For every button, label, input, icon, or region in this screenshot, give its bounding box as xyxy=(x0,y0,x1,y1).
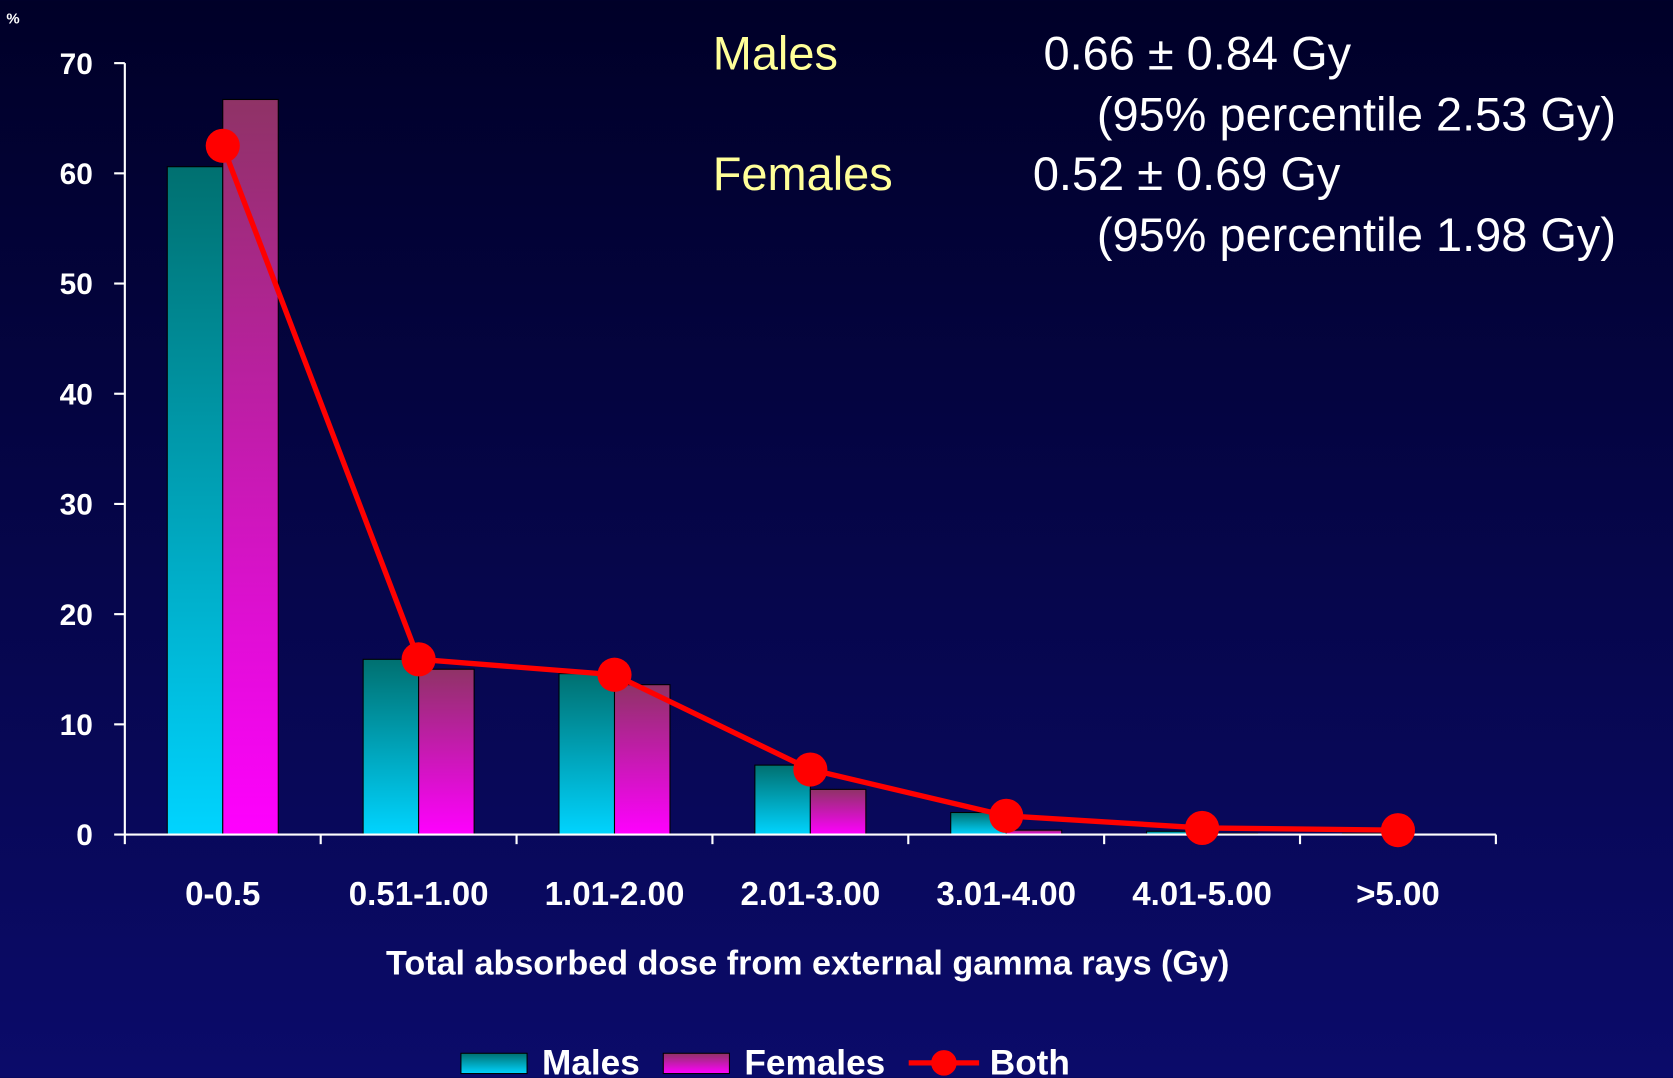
legend-swatch xyxy=(931,1050,957,1076)
bar xyxy=(613,684,671,836)
y-tick-label: 60 xyxy=(60,158,93,191)
annotation-label: Males xyxy=(713,28,838,80)
bar xyxy=(809,788,867,836)
legend-label: Both xyxy=(990,1044,1070,1078)
y-tick-label: 40 xyxy=(60,378,93,411)
legend-item: Males xyxy=(460,1044,640,1078)
legend-swatch xyxy=(460,1052,528,1075)
y-tick-label: 70 xyxy=(60,48,93,81)
x-tick-label: 0-0.5 xyxy=(185,876,260,913)
x-tick-label: 3.01-4.00 xyxy=(936,876,1076,913)
bar xyxy=(558,673,616,836)
x-tick-label: 4.01-5.00 xyxy=(1132,876,1272,913)
bar xyxy=(222,98,279,836)
y-tick-label: 10 xyxy=(60,709,93,742)
bar xyxy=(166,166,224,836)
line-point xyxy=(793,752,828,787)
bar xyxy=(754,764,811,836)
line-point xyxy=(1185,810,1220,846)
annotation-text: 0.52 ± 0.69 Gy xyxy=(1033,148,1341,200)
bar xyxy=(418,668,475,836)
annotation-note: (95% percentile 2.53 Gy) xyxy=(1097,88,1616,140)
y-axis-label: % xyxy=(6,11,19,28)
line-point xyxy=(597,657,632,692)
line-point xyxy=(205,128,240,163)
legend-label: Females xyxy=(744,1044,885,1078)
y-tick-label: 30 xyxy=(60,489,93,522)
legend-item: Females xyxy=(662,1044,885,1078)
x-tick-label: >5.00 xyxy=(1356,876,1440,913)
legend-swatch xyxy=(662,1052,730,1075)
x-tick-label: 2.01-3.00 xyxy=(741,876,881,913)
legend-label: Males xyxy=(542,1044,640,1078)
line-point xyxy=(401,642,436,677)
annotation-text: 0.66 ± 0.84 Gy xyxy=(1043,28,1351,80)
x-tick-label: 0.51-1.00 xyxy=(349,876,489,913)
line-point xyxy=(989,798,1024,833)
y-tick-label: 0 xyxy=(76,819,93,852)
annotation-label: Females xyxy=(713,148,893,200)
x-axis-label: Total absorbed dose from external gamma … xyxy=(386,944,1229,982)
y-tick-label: 50 xyxy=(60,268,93,301)
y-tick-label: 20 xyxy=(60,599,93,632)
annotation-note: (95% percentile 1.98 Gy) xyxy=(1097,209,1616,261)
x-tick-label: 1.01-2.00 xyxy=(545,876,685,913)
bar xyxy=(362,658,420,836)
line-point xyxy=(1380,813,1416,848)
legend-item: Both xyxy=(908,1044,1070,1078)
